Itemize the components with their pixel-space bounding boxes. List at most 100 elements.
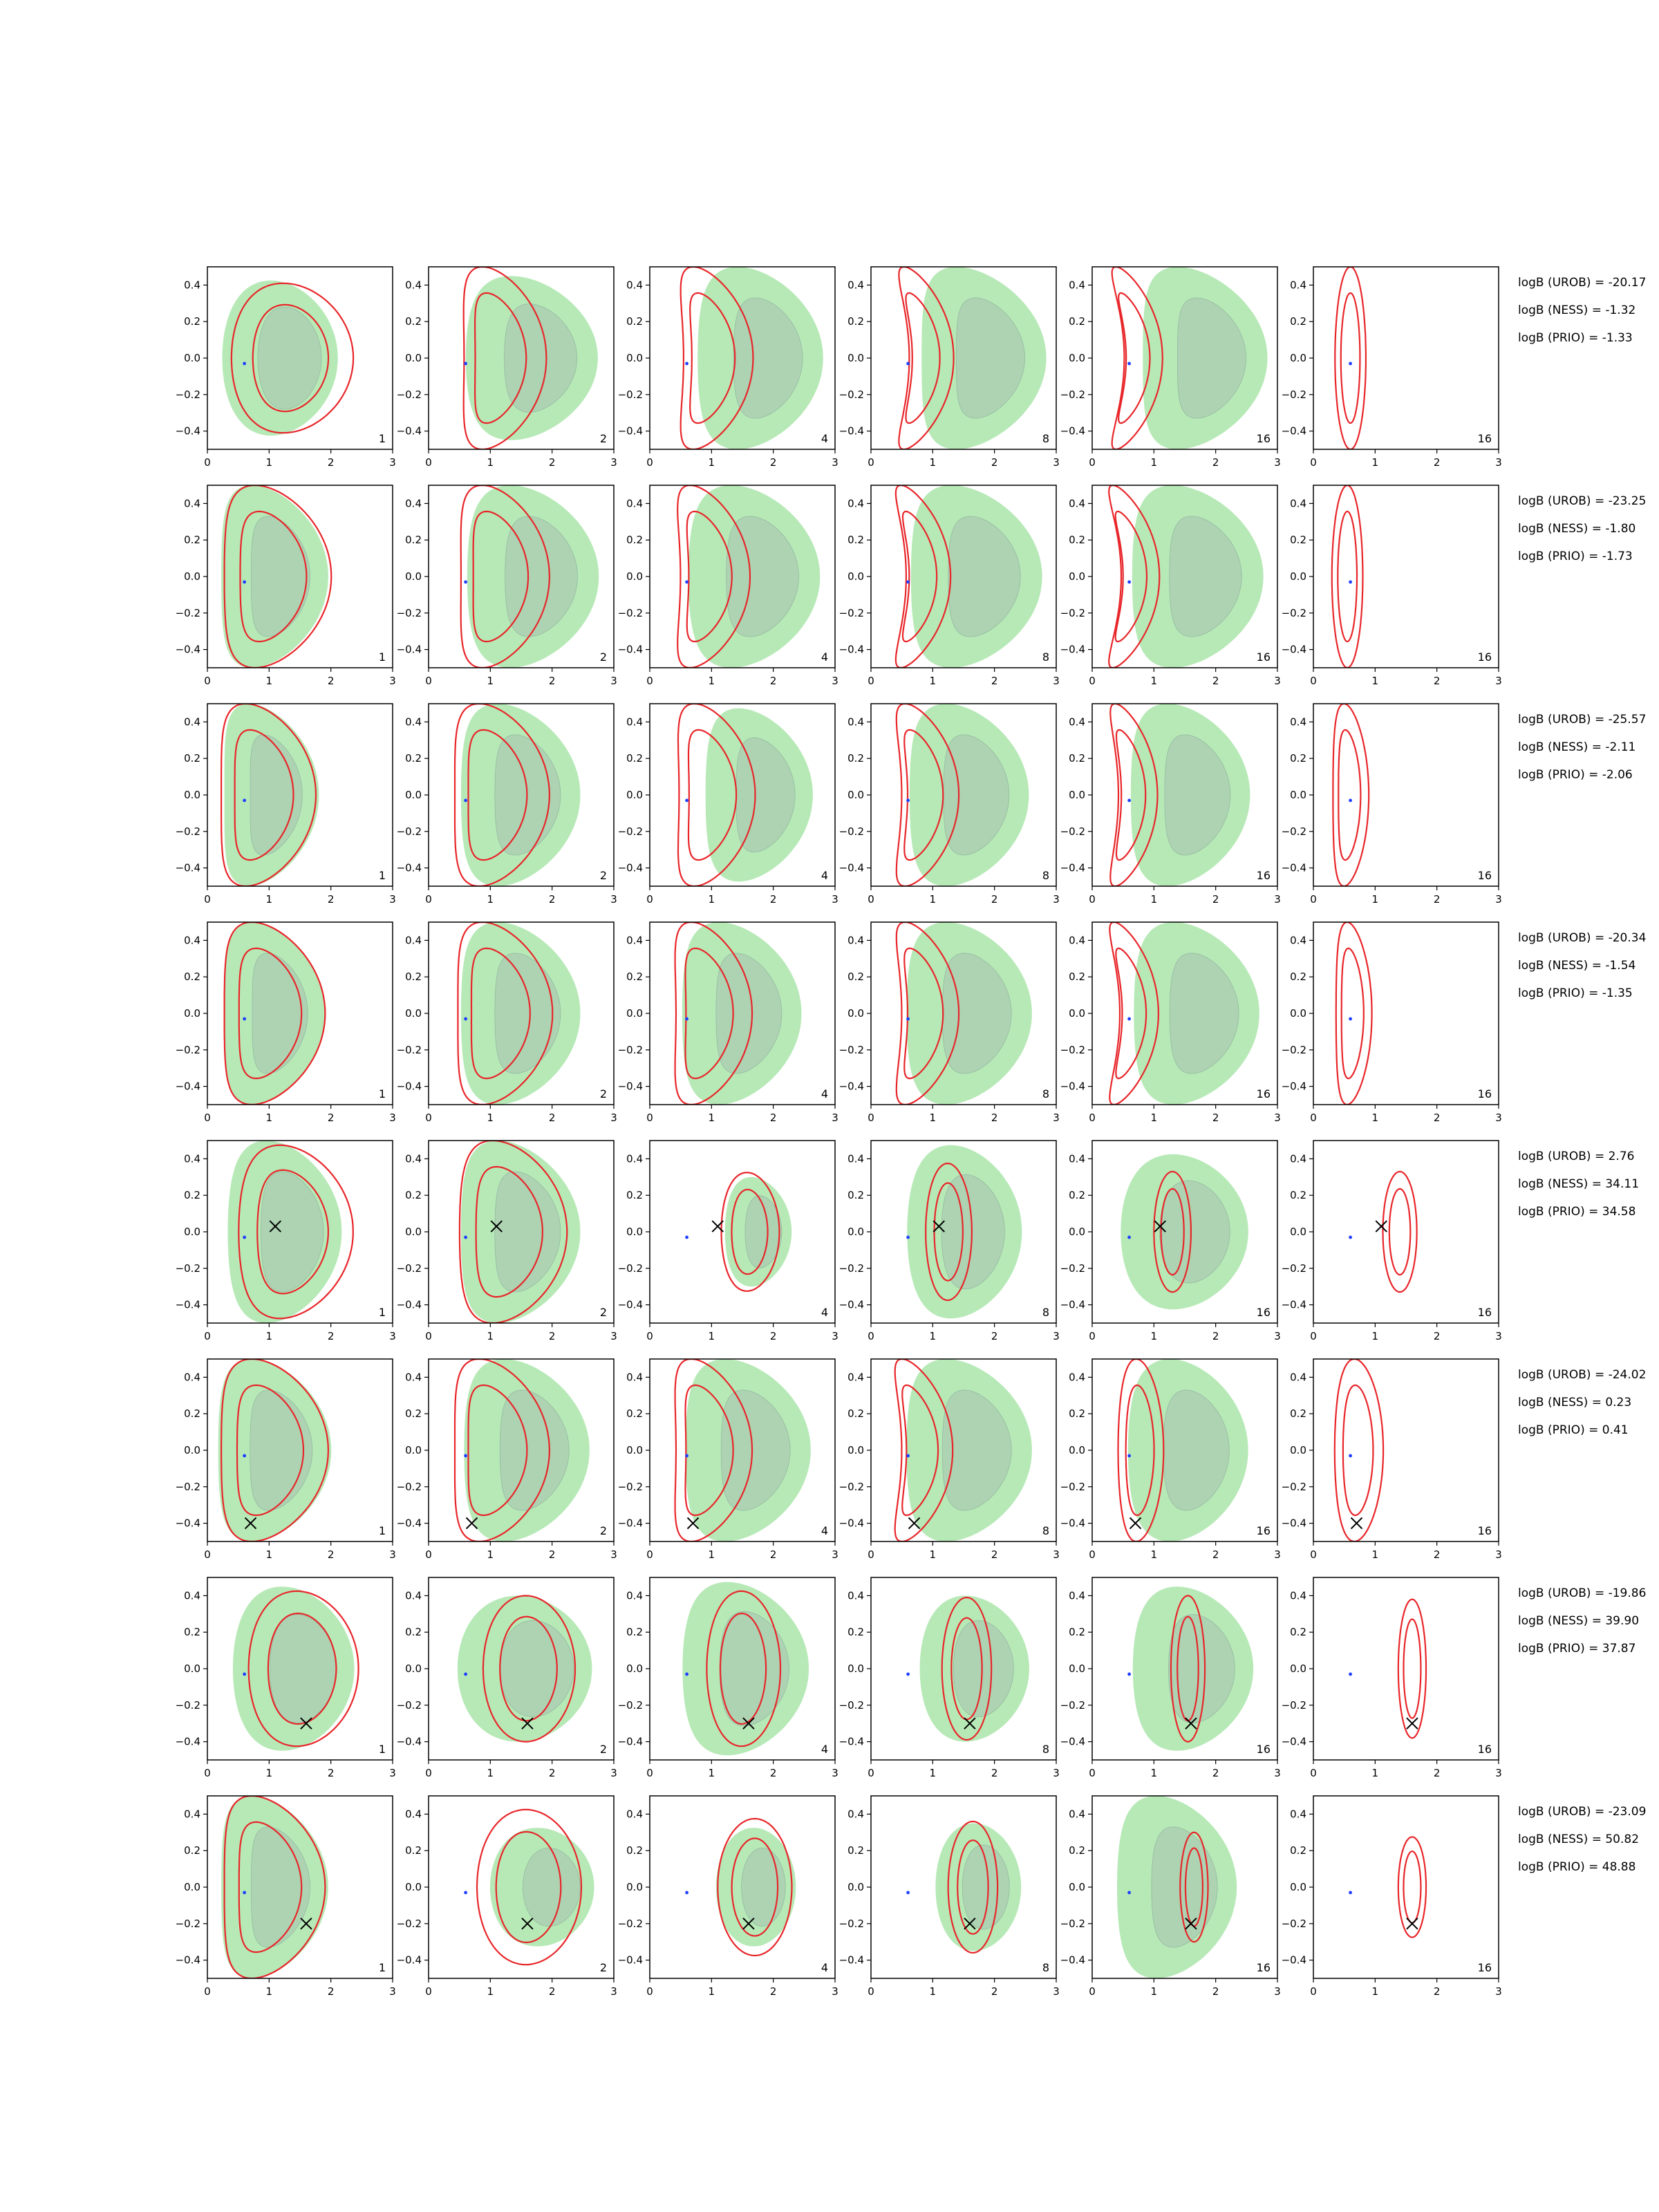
y-tick-label: 0.2	[626, 971, 643, 983]
panel-contours	[462, 267, 598, 449]
y-tick-label: 0.4	[847, 497, 864, 509]
x-tick-label: 3	[389, 675, 396, 687]
x-tick-label: 2	[991, 1330, 998, 1342]
green-inner-region	[948, 516, 1021, 637]
true-value-marker	[521, 1717, 534, 1730]
y-tick-label: −0.2	[1282, 1699, 1306, 1712]
y-tick-label: −0.4	[1282, 862, 1306, 874]
y-tick-label: −0.2	[1060, 1918, 1085, 1930]
y-tick-label: 0.2	[1290, 534, 1306, 546]
y-tick-label: 0.0	[184, 570, 200, 583]
panel: 0.4 0.2 0.0 −0.2 −0.4 0 1 2 38	[839, 921, 1060, 1124]
red-contour-outer	[677, 704, 756, 886]
x-tick-label: 1	[1372, 456, 1379, 469]
red-contour-outer	[238, 1144, 354, 1320]
x-tick-label: 1	[1151, 1767, 1158, 1779]
panel-number-label: 2	[600, 432, 607, 445]
x-tick-label: 2	[328, 1330, 335, 1342]
y-tick-label: −0.4	[176, 425, 200, 438]
red-contour-outer	[247, 1590, 359, 1747]
reference-point	[464, 1891, 467, 1895]
x-tick-label: 1	[1372, 1767, 1379, 1779]
y-tick-label: −0.4	[1282, 1517, 1306, 1530]
y-tick-label: 0.2	[1290, 1407, 1306, 1420]
reference-point	[1127, 1017, 1131, 1021]
y-tick-label: 0.4	[405, 279, 422, 291]
y-tick-label: −0.4	[618, 1080, 643, 1093]
red-contour-outer	[1335, 922, 1373, 1105]
y-tick-label: 0.0	[184, 1662, 200, 1675]
x-tick-label: 0	[646, 456, 653, 469]
x-tick-label: 1	[930, 1767, 937, 1779]
y-tick-label: 0.0	[405, 1444, 422, 1456]
panel-number-label: 16	[1257, 650, 1271, 664]
reference-point	[685, 1891, 688, 1895]
x-tick-label: 2	[1434, 1112, 1441, 1124]
true-value-marker	[742, 1918, 755, 1930]
red-contour-outer	[1108, 485, 1161, 668]
green-inner-region	[250, 516, 310, 637]
y-tick-label: −0.2	[397, 1699, 422, 1712]
green-inner-region	[1151, 1826, 1218, 1948]
y-tick-label: 0.0	[405, 789, 422, 801]
green-inner-region	[1168, 1614, 1235, 1723]
x-tick-label: 3	[1053, 675, 1060, 687]
y-tick-label: 0.4	[1069, 1589, 1085, 1602]
panel-contours	[453, 704, 581, 886]
x-tick-label: 3	[389, 1985, 396, 1998]
red-contour-inner	[731, 1188, 769, 1275]
panel: 0.4 0.2 0.0 −0.2 −0.4 0 1 2 316	[1060, 1358, 1281, 1561]
x-tick-label: 2	[1212, 1985, 1219, 1998]
panel: 0.40.20.0−0.2−0.40 1 2 31	[176, 485, 396, 687]
panel-contours	[685, 1817, 796, 1957]
red-contour-outer	[453, 704, 551, 886]
green-inner-region	[269, 1614, 337, 1723]
true-value-marker	[1129, 1517, 1142, 1530]
red-contour-outer	[898, 267, 955, 449]
panel: 0.4 0.2 0.0 −0.2 −0.4 0 1 2 316	[1060, 703, 1281, 906]
panel-contours	[1121, 1154, 1248, 1310]
reference-point	[1349, 362, 1352, 366]
y-tick-label: −0.2	[176, 1481, 200, 1493]
x-tick-label: 1	[1372, 893, 1379, 906]
x-tick-label: 2	[1434, 893, 1441, 906]
y-tick-label: −0.4	[618, 1299, 643, 1311]
y-tick-label: −0.2	[176, 1262, 200, 1275]
x-tick-label: 1	[487, 893, 494, 906]
panel-contours	[1108, 485, 1264, 668]
panel-contours	[895, 922, 1032, 1105]
red-contour-outer	[1109, 922, 1160, 1105]
x-tick-label: 2	[328, 1548, 335, 1561]
red-contour-inner	[950, 1617, 983, 1721]
x-tick-label: 0	[1089, 893, 1096, 906]
y-tick-label: 0.4	[847, 1808, 864, 1820]
red-contour-inner	[499, 1615, 558, 1722]
red-contour-inner	[238, 1821, 303, 1953]
y-tick-label: 0.4	[847, 934, 864, 946]
y-tick-label: 0.4	[626, 1152, 643, 1165]
panel: 0.40.20.0−0.2−0.40 1 2 32	[397, 485, 617, 687]
y-tick-label: 0.4	[1290, 279, 1306, 291]
y-tick-label: −0.4	[176, 1736, 200, 1748]
logb-annotation: logB (NESS) = -1.80	[1518, 522, 1635, 536]
reference-point	[464, 1672, 467, 1676]
panel-number-label: 4	[821, 650, 828, 664]
y-tick-label: 0.2	[847, 315, 864, 328]
red-contour-outer	[1179, 1831, 1209, 1943]
x-tick-label: 3	[1053, 893, 1060, 906]
panel-contours	[222, 280, 355, 436]
y-tick-label: 0.2	[184, 1189, 200, 1201]
x-tick-label: 3	[389, 1767, 396, 1779]
x-tick-label: 1	[930, 456, 937, 469]
y-tick-label: 0.0	[1290, 1444, 1306, 1456]
y-tick-label: 0.2	[626, 752, 643, 765]
x-tick-label: 2	[1434, 1548, 1441, 1561]
x-tick-label: 2	[549, 1330, 556, 1342]
y-tick-label: 0.4	[405, 934, 422, 946]
red-contour-inner	[1337, 510, 1358, 643]
y-tick-label: 0.4	[1069, 1808, 1085, 1820]
red-contour-inner	[475, 1165, 544, 1298]
y-tick-label: 0.0	[626, 1007, 643, 1020]
green-inner-region	[1159, 1180, 1230, 1284]
y-tick-label: −0.2	[397, 1481, 422, 1493]
